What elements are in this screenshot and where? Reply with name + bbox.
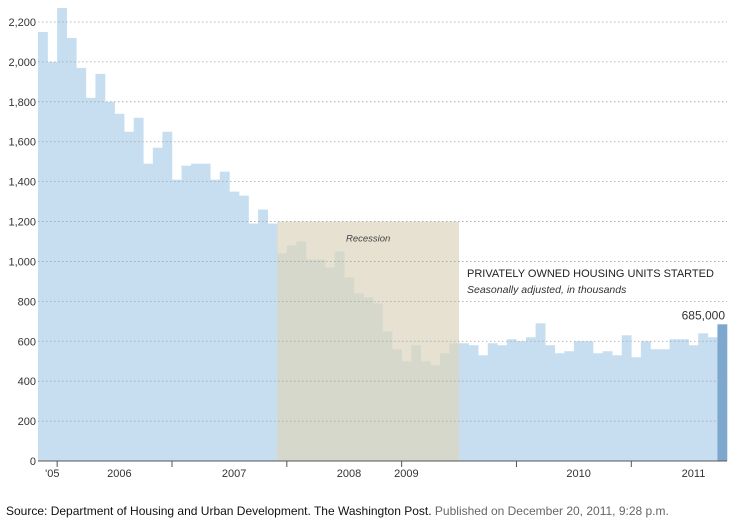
y-tick-label: 200: [18, 416, 36, 428]
bar: [162, 131, 173, 461]
bar: [698, 333, 709, 461]
y-tick-label: 2,200: [8, 17, 36, 29]
y-tick-label: 1,000: [8, 256, 36, 268]
bar: [57, 8, 68, 462]
bar: [602, 351, 613, 461]
bar: [640, 341, 651, 461]
bar: [66, 37, 77, 462]
y-tick-label: 800: [18, 296, 36, 308]
y-tick-label: 1,200: [8, 217, 36, 229]
x-tick-label: 2009: [394, 468, 418, 480]
housing-starts-chart: Recession 0 200 400 600 800 1,000 1,200 1,400 1,…: [8, 8, 728, 480]
bar: [133, 117, 144, 461]
bar: [688, 345, 699, 461]
bar: [114, 113, 125, 461]
y-tick-label: 0: [30, 456, 36, 468]
x-tick-label: 2010: [566, 468, 590, 480]
y-tick-label: 1,800: [8, 97, 36, 109]
bar: [229, 191, 240, 462]
bar: [200, 163, 211, 461]
bar: [248, 223, 259, 461]
bar: [554, 353, 565, 461]
bar-highlight: [717, 324, 728, 461]
bar: [210, 179, 221, 461]
bar: [267, 223, 278, 461]
y-tick-label: 400: [18, 376, 36, 388]
bar: [468, 345, 479, 461]
bar: [679, 339, 690, 461]
bar: [104, 101, 115, 461]
bar: [506, 339, 517, 461]
bar: [660, 349, 670, 461]
bar: [545, 345, 556, 461]
bar: [38, 31, 48, 461]
gridlines: [38, 21, 727, 422]
source-text: Source: Department of Housing and Urban …: [6, 504, 432, 518]
bar: [47, 61, 58, 461]
x-tick-label: '05: [45, 468, 59, 480]
latest-value-label: 685,000: [682, 308, 726, 322]
bar: [459, 343, 469, 461]
bar: [152, 147, 163, 461]
y-tick-label: 1,600: [8, 137, 36, 149]
bar: [124, 131, 134, 461]
bar: [535, 323, 546, 461]
bar: [516, 341, 527, 461]
bar: [76, 67, 87, 462]
bar: [593, 353, 603, 461]
published-text: Published on December 20, 2011, 9:28 p.m…: [434, 504, 669, 518]
bar: [621, 335, 632, 461]
bar: [95, 73, 106, 461]
bar: [526, 337, 536, 461]
x-axis: '05 2006 2007 2008 2009 2010 2011: [45, 461, 705, 480]
x-tick-label: 2006: [107, 468, 131, 480]
bar: [181, 165, 192, 462]
x-tick-label: 2007: [222, 468, 246, 480]
chart-subtitle: Seasonally adjusted, in thousands: [467, 284, 627, 296]
bar: [478, 355, 489, 461]
y-tick-label: 1,400: [8, 177, 36, 189]
bar: [669, 339, 680, 461]
bar: [650, 349, 661, 461]
bar: [497, 345, 508, 461]
bar: [219, 171, 230, 461]
bar: [171, 179, 182, 461]
bar: [707, 337, 718, 461]
recession-band: [277, 221, 460, 461]
x-tick-label: 2011: [682, 468, 706, 480]
bar: [238, 195, 249, 461]
bar: [612, 355, 623, 461]
bar: [573, 341, 584, 461]
recession-label: Recession: [346, 234, 390, 245]
chart-title: PRIVATELY OWNED HOUSING UNITS STARTED: [467, 268, 714, 280]
bar: [258, 209, 268, 461]
bar: [564, 351, 575, 461]
bar: [583, 341, 594, 461]
y-tick-label: 2,000: [8, 57, 36, 69]
footer: Source: Department of Housing and Urban …: [6, 504, 669, 518]
bar: [85, 97, 96, 461]
y-tick-label: 600: [18, 336, 36, 348]
bar: [631, 357, 642, 461]
y-axis: 0 200 400 600 800 1,000 1,200 1,400 1,600 1,800 2,…: [8, 17, 36, 468]
bar: [191, 163, 201, 461]
bar: [143, 163, 154, 461]
x-tick-label: 2008: [337, 468, 361, 480]
bar: [487, 343, 498, 461]
